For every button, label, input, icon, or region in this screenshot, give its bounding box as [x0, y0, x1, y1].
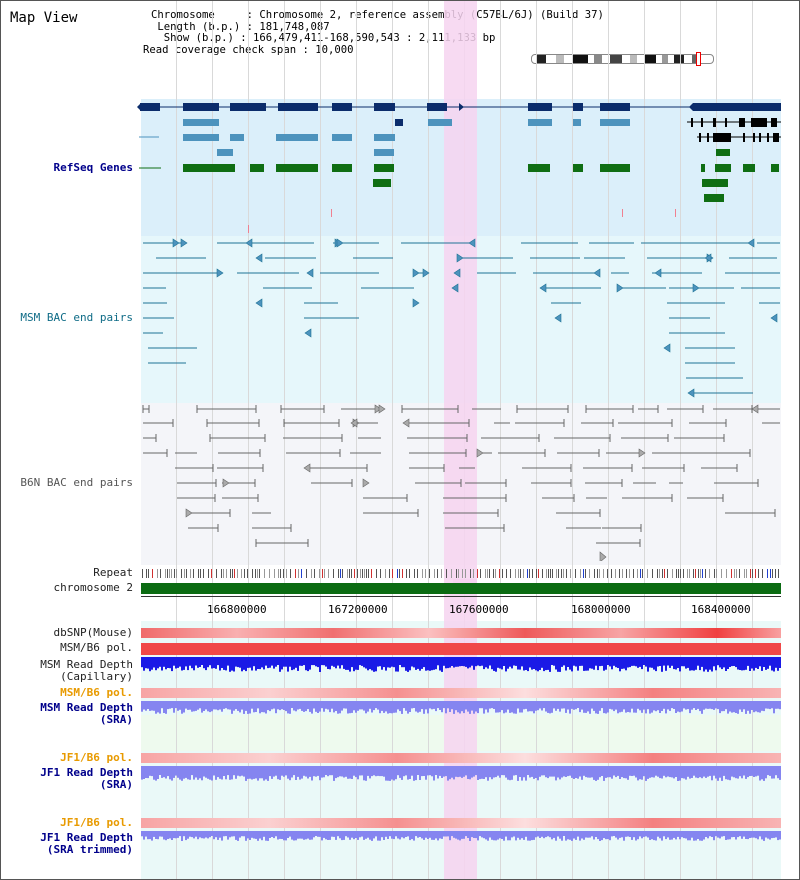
refseq-row-3 — [183, 134, 395, 141]
msm-b6-pol-label: MSM/B6 pol. — [60, 641, 133, 654]
page-title: Map View — [10, 10, 78, 26]
chromosome-label: chromosome 2 — [53, 581, 133, 594]
refseq-genes-label[interactable]: RefSeq Genes — [53, 161, 133, 174]
chromosome-ideogram[interactable] — [531, 54, 714, 64]
sra-label: (SRA) — [99, 713, 133, 726]
msm-bac-label[interactable]: MSM BAC end pairs — [20, 311, 133, 324]
jf1-read-depth-label: JF1 Read Depth — [40, 766, 133, 779]
refseq-genes-track[interactable] — [1, 1, 800, 241]
msm-b6-pol-sra-heatmap — [141, 688, 781, 698]
jf1-b6-pol-label: JF1/B6 pol. — [60, 751, 133, 764]
axis-tick-label: 167600000 — [449, 603, 509, 616]
dbsnp-heatmap — [141, 628, 781, 638]
position-axis — [141, 596, 781, 620]
repeat-track[interactable] — [1, 1, 800, 601]
capillary-label: (Capillary) — [60, 670, 133, 683]
chromosome-2-bar — [141, 583, 781, 594]
b6n-bac-track[interactable] — [1, 1, 800, 561]
b6n-bac-label[interactable]: B6N BAC end pairs — [20, 476, 133, 489]
repeat-label: Repeat — [93, 566, 133, 579]
msm-bac-track[interactable] — [1, 1, 800, 401]
msm-b6-pol-sra-label: MSM/B6 pol. — [60, 686, 133, 699]
msm-read-depth-sra-label: MSM Read Depth — [40, 701, 133, 714]
refseq-row-5 — [183, 164, 779, 172]
jf1-b6-pol-trim-label: JF1/B6 pol. — [60, 816, 133, 829]
chromosome-line: Chromosome : Chromosome 2, reference ass… — [151, 9, 604, 21]
jf1-b6-pol-trim-heatmap — [141, 818, 781, 828]
msm-read-depth-label: MSM Read Depth — [40, 658, 133, 671]
jf1-read-depth-trim-label: JF1 Read Depth — [40, 831, 133, 844]
highlight-region[interactable] — [444, 1, 477, 879]
jf1-b6-pol-heatmap — [141, 753, 781, 763]
msm-b6-pol-heatmap — [141, 643, 781, 655]
sra-label: (SRA) — [99, 778, 133, 791]
dbsnp-label: dbSNP(Mouse) — [53, 626, 133, 639]
axis-tick-label: 168000000 — [571, 603, 631, 616]
axis-tick-label: 167200000 — [328, 603, 388, 616]
ideogram-position-marker[interactable] — [696, 52, 701, 66]
axis-tick-label: 166800000 — [207, 603, 267, 616]
sra-trimmed-label: (SRA trimmed) — [46, 843, 133, 856]
refseq-row-2 — [183, 119, 630, 126]
axis-tick-label: 168400000 — [691, 603, 751, 616]
chromosome-info: Chromosome : Chromosome 2, reference ass… — [143, 9, 604, 56]
